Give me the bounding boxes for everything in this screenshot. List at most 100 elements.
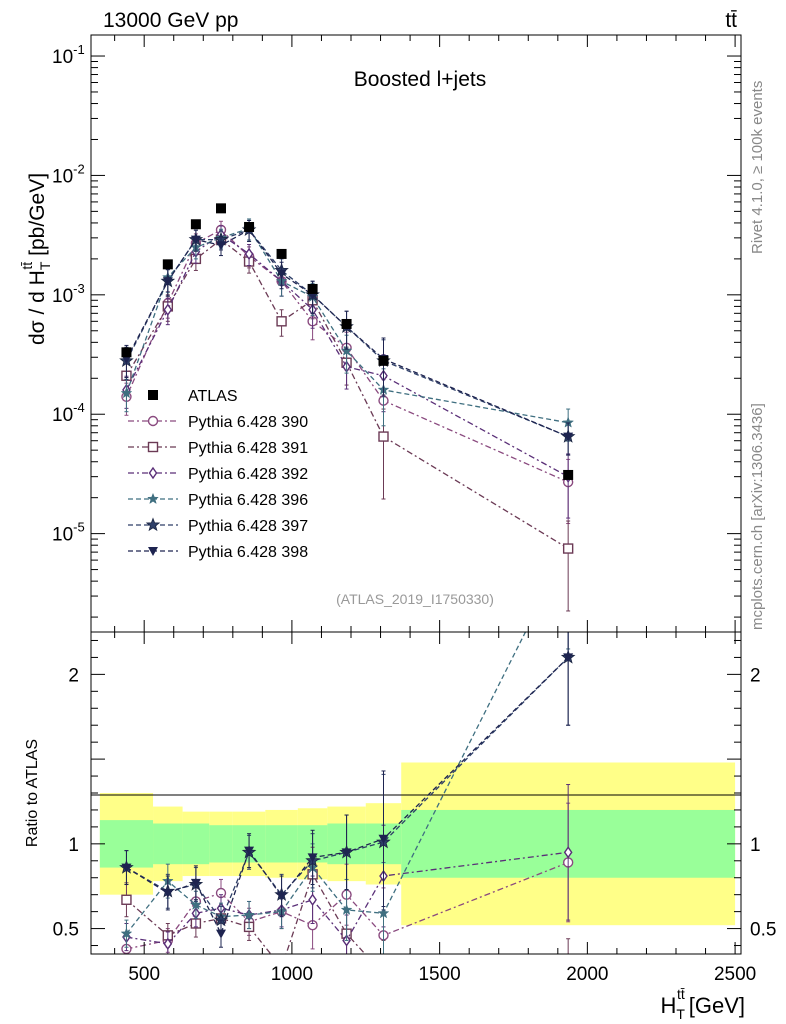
- ratio-point: [244, 846, 255, 856]
- ratio-point: [377, 907, 390, 919]
- main-y-tick-label-base: 10: [52, 405, 73, 426]
- main-panel: 10-110-210-310-410-5 Boosted l+jets (ATL…: [19, 34, 742, 633]
- ratio-series-pythia-6-428-398: [121, 632, 574, 948]
- data-point: [276, 248, 287, 259]
- ratio-x-tick-label: 1000: [271, 964, 313, 985]
- ratio-x-tick-label: 1500: [418, 964, 460, 985]
- legend-marker: [147, 492, 159, 505]
- y-axis-label-unit: [pb/GeV]: [26, 173, 49, 256]
- ratio-line: [126, 656, 569, 936]
- series-line: [125, 238, 569, 550]
- x-axis-label-sup: tt̄: [677, 986, 685, 1002]
- data-point: [162, 277, 173, 287]
- legend-label: Pythia 6.428 392: [188, 466, 308, 483]
- data-point: [563, 469, 574, 480]
- data-point: [378, 431, 389, 442]
- data-point: [190, 235, 201, 245]
- series-atlas: [121, 203, 574, 480]
- legend-marker: [148, 466, 158, 480]
- legend-marker: [147, 415, 159, 427]
- chart-title: Boosted l+jets: [354, 68, 487, 91]
- ratio-axis-ticks: 500 1000 1500 2000 2500 0.5 0.5 1 1 2 2: [53, 632, 776, 985]
- data-point: [563, 432, 574, 442]
- data-point: [120, 386, 133, 399]
- stat-uncertainty-band: [209, 825, 233, 863]
- ratio-point: [121, 894, 132, 905]
- legend-marker: [148, 390, 158, 400]
- analysis-id: (ATLAS_2019_I1750330): [336, 591, 494, 607]
- series-line: [125, 233, 569, 478]
- data-point: [276, 269, 287, 279]
- mcplots-label: mcplots.cern.ch [arXiv:1306.3436]: [749, 403, 766, 630]
- x-axis-label-main: H: [661, 993, 677, 1018]
- legend-marker: [145, 517, 161, 532]
- ratio-point: [163, 937, 173, 951]
- y-axis-label-main: dσ / d H: [26, 270, 49, 345]
- data-point: [163, 303, 173, 316]
- ratio-point: [378, 834, 389, 844]
- legend-label: Pythia 6.428 396: [188, 492, 308, 509]
- legend-label: Pythia 6.428 391: [188, 440, 308, 457]
- series-line: [125, 229, 569, 483]
- ratio-y-tick-label-left: 1: [68, 835, 79, 856]
- main-y-tick-label: 10-1: [52, 42, 85, 68]
- main-y-tick-label: 10-5: [52, 520, 85, 546]
- rivet-label: Rivet 4.1.0, ≥ 100k events: [749, 81, 766, 254]
- legend-marker: [147, 441, 159, 453]
- legend-label: Pythia 6.428 398: [188, 544, 308, 561]
- main-y-tick-label-exp: -4: [73, 400, 85, 415]
- legend-entry: Pythia 6.428 391: [128, 440, 308, 457]
- ratio-point: [190, 878, 201, 888]
- main-y-tick-label-exp: -5: [73, 520, 85, 535]
- x-axis-label-sub: T: [676, 1006, 685, 1022]
- ratio-y-tick-label-right: 1: [750, 835, 761, 856]
- ratio-line: [126, 851, 569, 945]
- ratio-panel: 500 1000 1500 2000 2500 0.5 0.5 1 1 2 2 Ratio to A…: [24, 631, 776, 985]
- ratio-point: [243, 908, 255, 921]
- main-series: [119, 203, 576, 612]
- legend-label: ATLAS: [188, 388, 238, 405]
- ratio-series: [119, 632, 576, 979]
- ratio-point: [379, 970, 388, 979]
- legend-entry: ATLAS: [148, 388, 238, 405]
- ratio-point: [307, 853, 318, 863]
- x-axis-label: HTtt̄ [GeV]: [661, 986, 745, 1022]
- data-point: [276, 316, 287, 327]
- ratio-point: [563, 653, 574, 663]
- ratio-point: [189, 898, 202, 910]
- main-y-tick-label-base: 10: [52, 525, 73, 546]
- main-axis-ticks: 10-110-210-310-410-5: [52, 35, 741, 632]
- data-point: [341, 318, 352, 329]
- y-axis-label-sup: tt̄: [19, 262, 35, 270]
- ratio-point: [120, 927, 133, 939]
- main-y-tick-label-exp: -1: [73, 42, 85, 57]
- legend-entry: Pythia 6.428 396: [128, 492, 308, 509]
- legend-entry: Pythia 6.428 390: [128, 414, 308, 431]
- ratio-point: [308, 893, 317, 906]
- main-y-tick-label-exp: -3: [73, 281, 85, 296]
- data-point: [307, 283, 318, 294]
- ratio-y-tick-label-right: 0.5: [750, 920, 776, 941]
- main-y-tick-label-exp: -2: [73, 161, 85, 176]
- ratio-point: [276, 892, 287, 902]
- data-point: [162, 259, 173, 270]
- ratio-y-tick-label-left: 0.5: [53, 920, 79, 941]
- main-y-tick-label: 10-3: [52, 281, 85, 307]
- series-line: [125, 227, 569, 424]
- ratio-point: [563, 846, 573, 859]
- main-panel-frame: [90, 34, 742, 633]
- data-point: [378, 355, 389, 366]
- ratio-point: [162, 888, 173, 898]
- data-point: [340, 344, 353, 356]
- series-line: [125, 229, 569, 438]
- data-point: [190, 219, 201, 230]
- data-point: [216, 203, 226, 214]
- x-axis-label-unit: [GeV]: [689, 993, 745, 1018]
- data-point: [244, 221, 255, 232]
- main-y-tick-label-base: 10: [52, 286, 73, 307]
- legend-entry: Pythia 6.428 392: [128, 466, 308, 483]
- main-y-tick-label: 10-2: [52, 161, 85, 187]
- ratio-x-tick-label: 2500: [714, 964, 756, 985]
- legend: ATLAS Pythia 6.428 390 Pythia 6.428 391 Pyt…: [128, 388, 308, 561]
